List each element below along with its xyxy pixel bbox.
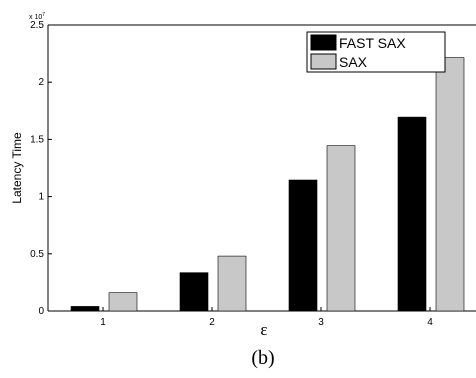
x-axis-label: ε [260,320,267,339]
bar-fast-sax-4 [397,116,427,312]
legend-label-fast-sax: FAST SAX [339,35,406,51]
y-multiplier-exponent: 7 [42,12,45,18]
y-multiplier: x 107 [29,12,45,21]
legend: FAST SAX SAX [306,31,446,73]
bar-sax-3 [326,145,356,312]
y-multiplier-base: x 10 [29,14,42,21]
x-tick-label: 2 [209,317,215,328]
y-tick-label: 1 [38,192,44,203]
y-tick-label: 2.5 [30,20,44,31]
bar-sax-1 [108,292,138,312]
x-tick-label: 4 [427,317,433,328]
figure-caption: (b) [251,347,274,369]
legend-swatch-fast-sax [310,34,337,51]
bar-fast-sax-2 [179,272,209,312]
x-tick-label: 3 [318,317,324,328]
y-ticks: 0 0.5 1 1.5 2 2.5 [30,20,52,317]
y-tick-label: 0 [38,306,44,317]
y-tick-label: 1.5 [30,134,44,145]
bar-fast-sax-3 [288,179,318,312]
y-tick-label: 0.5 [30,249,44,260]
y-tick-label: 2 [38,77,44,88]
x-tick-label: 1 [100,317,106,328]
bar-fast-sax-1 [70,306,100,312]
bars [70,57,465,312]
y-axis-label: Latency Time [10,132,24,204]
x-ticks: 1 2 3 4 [100,307,433,328]
legend-swatch-sax [310,53,337,70]
bar-sax-4 [435,57,465,312]
bar-sax-2 [217,255,247,312]
legend-label-sax: SAX [339,54,368,70]
